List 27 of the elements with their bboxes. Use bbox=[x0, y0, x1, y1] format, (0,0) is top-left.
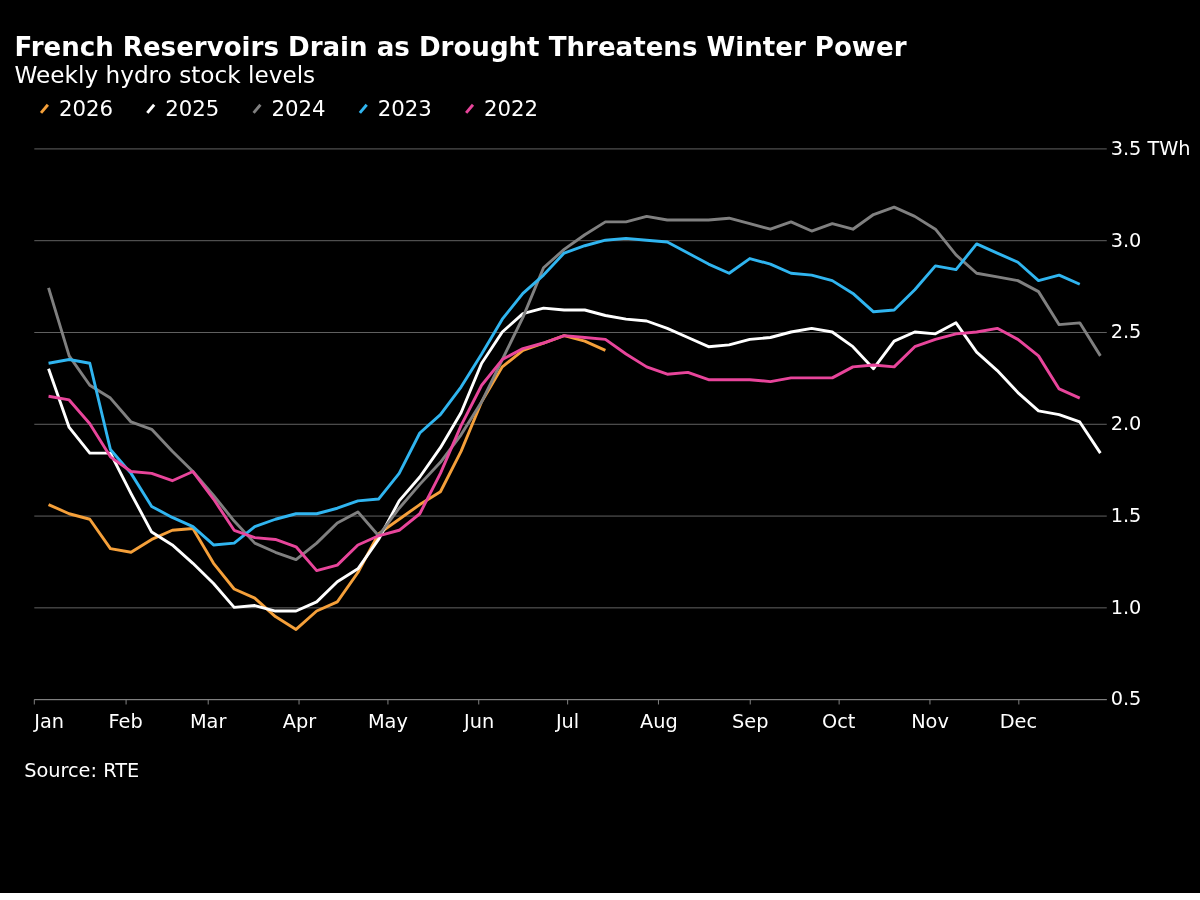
x-tick-label: Jan bbox=[33, 709, 65, 733]
legend-label: 2026 bbox=[58, 95, 114, 121]
y-tick-label: 2.0 bbox=[1110, 412, 1142, 436]
y-tick-label: 2.5 bbox=[1110, 320, 1142, 344]
legend-label: 2024 bbox=[271, 95, 326, 121]
y-tick-label: 1.5 bbox=[1110, 503, 1142, 527]
x-tick-label: Feb bbox=[108, 709, 143, 733]
x-tick-label: Jun bbox=[463, 709, 495, 733]
x-tick-label: Sep bbox=[732, 709, 769, 733]
chart-title: French Reservoirs Drain as Drought Threatens Winter Power bbox=[14, 31, 907, 62]
y-tick-label: 1.0 bbox=[1110, 595, 1142, 619]
legend-label: 2022 bbox=[484, 95, 539, 121]
x-tick-label: Apr bbox=[282, 709, 317, 733]
chart-subtitle: Weekly hydro stock levels bbox=[14, 60, 316, 88]
x-tick-label: May bbox=[367, 709, 408, 733]
x-tick-label: Oct bbox=[821, 709, 856, 733]
x-tick-label: Nov bbox=[911, 709, 949, 733]
x-tick-label: Dec bbox=[999, 709, 1038, 733]
legend-label: 2023 bbox=[377, 95, 432, 121]
source-note: Source: RTE bbox=[24, 759, 140, 783]
y-tick-label: 3.0 bbox=[1110, 228, 1142, 252]
legend-label: 2025 bbox=[165, 95, 220, 121]
y-tick-label: 3.5 TWh bbox=[1110, 136, 1191, 160]
y-tick-label: 0.5 bbox=[1110, 687, 1142, 711]
x-tick-label: Jul bbox=[554, 709, 580, 733]
x-tick-label: Aug bbox=[640, 709, 678, 733]
x-tick-label: Mar bbox=[189, 709, 227, 733]
